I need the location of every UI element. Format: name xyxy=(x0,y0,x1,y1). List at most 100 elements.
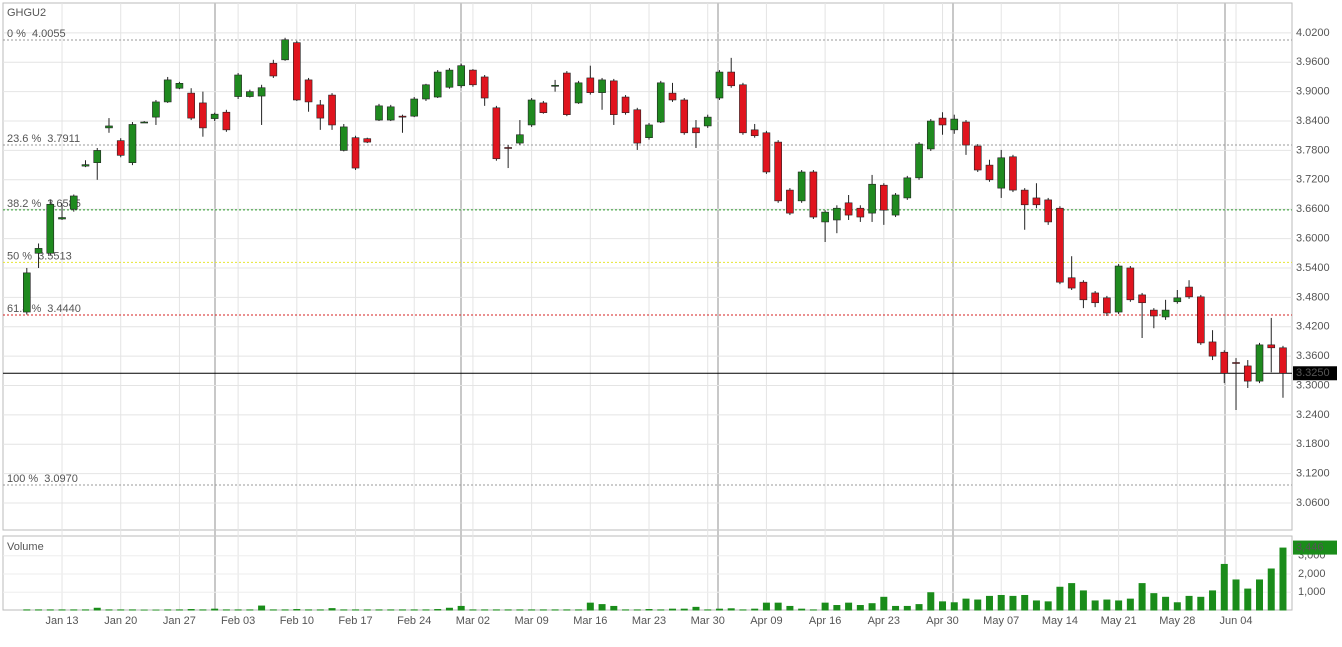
candle-body xyxy=(563,72,571,115)
volume-bar xyxy=(281,609,289,611)
candle-body xyxy=(398,115,407,118)
volume-bar xyxy=(704,609,712,611)
y-tick-label: 3.9000 xyxy=(1296,86,1330,98)
candle-body xyxy=(457,65,465,87)
last-volume-label: 3,446 xyxy=(1296,541,1324,553)
volume-bar xyxy=(363,609,371,611)
volume-bar xyxy=(105,609,113,611)
volume-bar xyxy=(516,609,524,611)
candle-body xyxy=(1020,189,1029,206)
candle-body xyxy=(1208,341,1217,357)
volume-bar xyxy=(117,609,125,611)
volume-bar xyxy=(786,605,794,611)
volume-bar xyxy=(445,607,453,611)
volume-bar xyxy=(586,602,594,611)
x-tick-label: Jan 20 xyxy=(104,615,137,627)
volume-bar xyxy=(492,609,500,611)
candle-body xyxy=(175,83,184,89)
x-tick-label: Jun 04 xyxy=(1220,615,1253,627)
volume-bar xyxy=(352,609,360,611)
fib-label: 0 % 4.0055 xyxy=(7,28,66,40)
volume-title: Volume xyxy=(7,541,44,553)
volume-bar xyxy=(751,608,759,611)
candle-body xyxy=(93,150,102,163)
fib-label: 23.6 % 3.7911 xyxy=(7,133,80,145)
candle-body xyxy=(1126,267,1135,301)
candle-body xyxy=(1255,344,1264,382)
candle-body xyxy=(293,42,301,101)
last-price-box xyxy=(1293,366,1337,381)
candle-body xyxy=(598,79,606,93)
candle-body xyxy=(868,183,876,214)
y-tick-label: 3.5400 xyxy=(1296,262,1330,274)
y-tick-label: 3.8400 xyxy=(1296,115,1330,127)
candle-body xyxy=(891,194,900,216)
x-tick-label: Apr 09 xyxy=(750,615,782,627)
volume-bar xyxy=(140,609,148,611)
y-tick-label: 3.9600 xyxy=(1296,56,1330,68)
y-tick-label: 3.6000 xyxy=(1296,232,1330,244)
candle-body xyxy=(1150,309,1158,317)
volume-bar xyxy=(856,605,864,611)
candle-body xyxy=(821,211,829,223)
fib-label: 61.8 % 3.4440 xyxy=(7,303,81,315)
volume-bar xyxy=(35,609,43,611)
volume-bar xyxy=(833,605,841,611)
volume-bar xyxy=(1079,590,1087,611)
x-tick-label: Mar 23 xyxy=(632,615,666,627)
volume-bar xyxy=(469,609,477,611)
volume-bar xyxy=(1021,594,1029,611)
candle-body xyxy=(1220,351,1229,374)
volume-bar xyxy=(1162,596,1170,611)
candle-body xyxy=(1009,156,1017,191)
candle-body xyxy=(304,79,313,103)
volume-bar xyxy=(997,594,1005,611)
volume-bar xyxy=(1068,583,1076,611)
candle-body xyxy=(46,203,55,254)
volume-bar xyxy=(1256,579,1263,611)
candle-body xyxy=(962,121,970,146)
y-tick-label: 3.3600 xyxy=(1296,350,1330,362)
volume-bar xyxy=(375,609,383,611)
fib-name: 23.6 % xyxy=(7,133,41,145)
candle-body xyxy=(750,129,759,137)
candle-body xyxy=(985,164,994,181)
candle-body xyxy=(187,92,195,119)
candle-body xyxy=(715,71,724,99)
candle-body xyxy=(880,184,888,211)
volume-bar xyxy=(528,609,536,611)
candle-body xyxy=(269,62,278,77)
volume-bar xyxy=(1044,601,1052,611)
volume-bar xyxy=(457,605,465,611)
volume-bar xyxy=(199,609,207,611)
volume-bar xyxy=(1244,588,1252,611)
candle-body xyxy=(786,189,794,214)
candle-body xyxy=(551,84,559,87)
volume-bar xyxy=(46,609,54,611)
volume-bar xyxy=(1232,579,1240,611)
volume-bar xyxy=(598,604,606,611)
fib-name: 50 % xyxy=(7,250,32,262)
volume-bar xyxy=(410,609,418,611)
volume-bar xyxy=(915,604,923,611)
y-tick-label: 3.1800 xyxy=(1296,438,1330,450)
candle-body xyxy=(586,77,595,93)
candle-body xyxy=(1091,292,1099,304)
volume-bar xyxy=(1150,593,1158,611)
candle-body xyxy=(210,113,219,119)
candle-body xyxy=(1044,199,1052,223)
candle-body xyxy=(833,207,841,221)
y-tick-label: 3.6600 xyxy=(1296,203,1330,215)
candle-body xyxy=(1032,197,1041,206)
volume-bar xyxy=(187,609,195,611)
candle-body xyxy=(645,124,653,138)
candle-body xyxy=(1267,344,1276,349)
volume-bar xyxy=(1267,568,1275,611)
volume-bar xyxy=(328,608,336,611)
candle-body xyxy=(1185,286,1193,298)
x-tick-label: Mar 30 xyxy=(691,615,725,627)
y-tick-label: 3.2400 xyxy=(1296,409,1330,421)
candle-body xyxy=(339,126,348,151)
candle-body xyxy=(903,177,912,199)
